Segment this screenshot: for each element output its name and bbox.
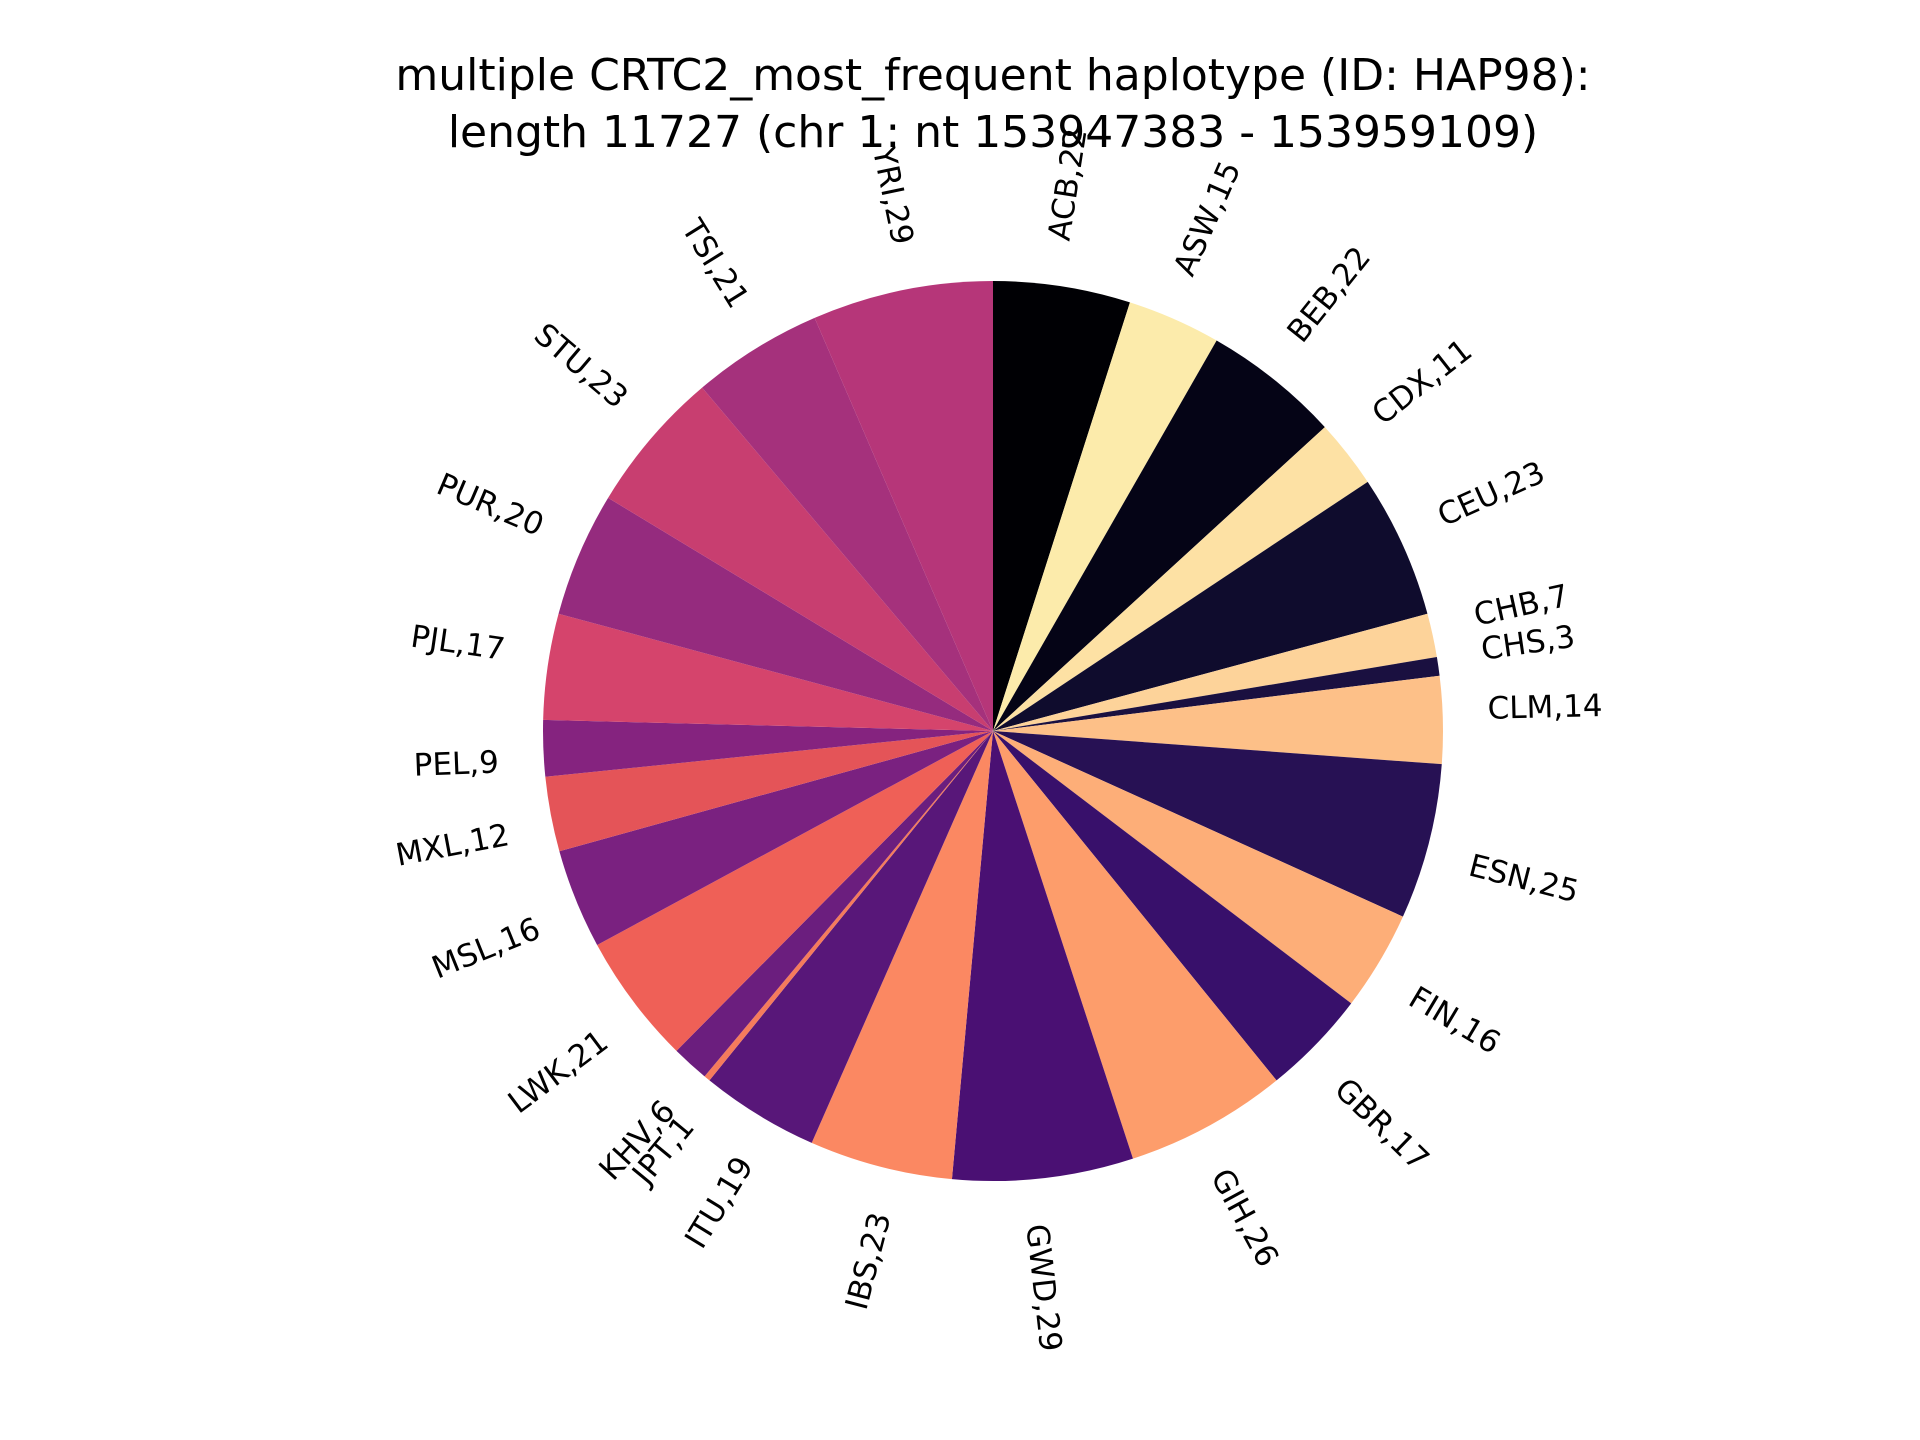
pie-slice-fin-16	[993, 731, 1403, 1004]
pie-slice-esn-25	[993, 731, 1442, 917]
pie-slice-msl-16	[559, 731, 993, 945]
pie-slice-chs-3	[993, 657, 1440, 731]
pie-slice-yri-29	[814, 281, 993, 731]
pie-slice-asw-15	[993, 302, 1217, 731]
pie-slice-cdx-11	[993, 427, 1368, 731]
pie-slice-pur-20	[558, 497, 993, 731]
pie-slices	[543, 281, 1444, 1181]
pie-slice-clm-14	[993, 675, 1444, 765]
pie-slice-gbr-17	[993, 731, 1352, 1081]
pie-slice-tsi-21	[702, 317, 993, 731]
pie-slice-gwd-29	[951, 731, 1133, 1181]
pie-slice-gih-26	[993, 731, 1277, 1159]
pie-slice-itu-19	[709, 731, 993, 1143]
pie-slice-jpt-1	[704, 731, 993, 1081]
pie-slice-beb-22	[993, 340, 1325, 731]
pie-slice-chb-7	[993, 613, 1437, 731]
chart-title: multiple CRTC2_most_frequent haplotype (…	[395, 50, 1590, 101]
pie-slice-mxl-12	[545, 731, 993, 852]
pie-slice-khv-6	[676, 731, 993, 1077]
pie-slice-acb-22	[993, 281, 1130, 731]
chart-subtitle: length 11727 (chr 1: nt 153947383 - 1539…	[448, 107, 1538, 158]
pie-slice-pjl-17	[543, 613, 993, 731]
slice-label-clm-14: CLM,14	[1487, 688, 1603, 727]
pie-slice-ceu-23	[993, 481, 1428, 731]
pie-slice-stu-23	[608, 387, 993, 731]
pie-slice-ibs-23	[811, 731, 993, 1180]
pie-slice-lwk-21	[597, 731, 993, 1051]
slice-label-pel-9: PEL,9	[413, 745, 499, 784]
pie-slice-pel-9	[543, 719, 993, 777]
